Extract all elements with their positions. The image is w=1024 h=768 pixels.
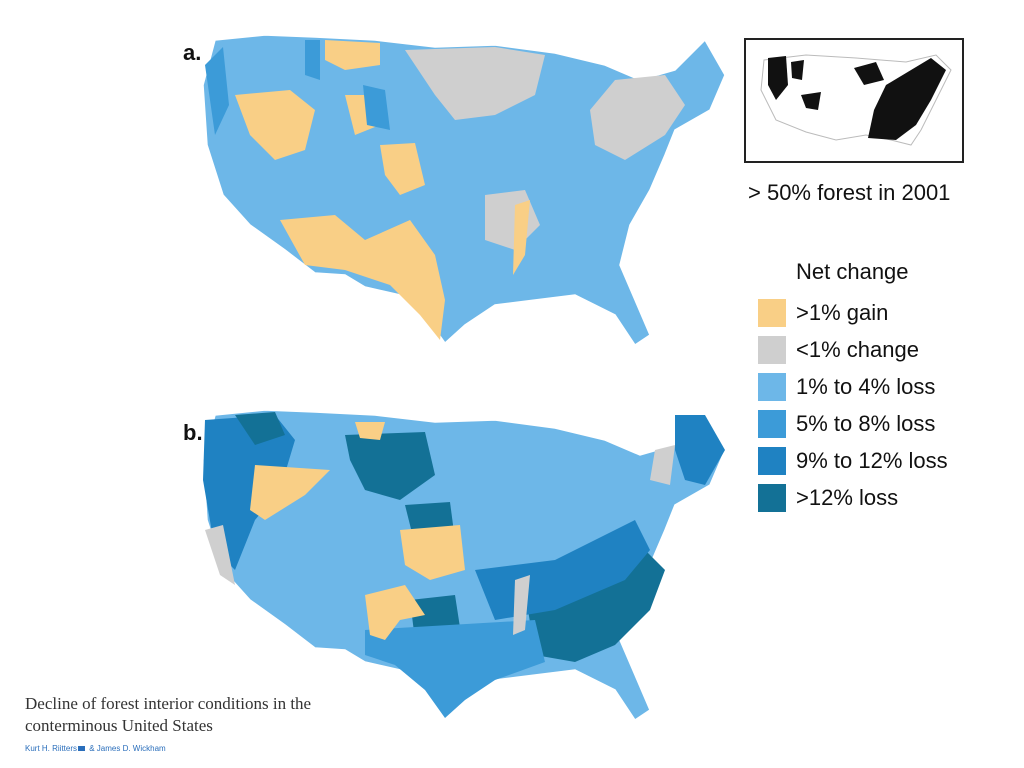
legend-item: >12% loss [758,483,898,513]
map-a-region-gold-east [513,200,530,275]
map-a-region-gold-southwest [280,215,445,340]
legend-item: 5% to 8% loss [758,409,935,439]
legend-swatch [758,447,786,475]
legend-swatch [758,373,786,401]
map-a-region-gold-north [325,40,380,70]
legend-swatch [758,484,786,512]
panel-b-label: b. [183,420,203,445]
inset-forest-west [768,56,788,100]
envelope-icon[interactable] [78,746,86,751]
map-a-region-blue-5-8-central [363,85,390,130]
map-a-region-blue-5-8-west [205,47,229,135]
legend-item: <1% change [758,335,919,365]
legend-item: 1% to 4% loss [758,372,935,402]
map-b-region-gold-northwest [250,465,330,520]
inset-forest-east [868,58,946,140]
inset-map-box [744,38,964,163]
legend-label: <1% change [796,337,919,362]
inset-forest-great-lakes [854,62,884,85]
inset-map [760,54,952,146]
map-b-region-gold-central [400,525,465,580]
author-link-wickham[interactable]: James D. Wickham [96,744,166,753]
map-a-region-gold-mid [380,143,425,195]
legend-label: 1% to 4% loss [796,374,936,399]
inset-caption: > 50% forest in 2001 [748,180,951,205]
map-b-region-dark-north [345,432,435,500]
inset-us-outline [760,54,952,146]
map-a-region-blue-5-8-idaho [305,40,320,80]
map-b-region-gold-southwest [365,585,425,640]
map-a [202,34,726,347]
legend-label: 9% to 12% loss [796,448,948,473]
author-separator: & [87,744,97,753]
legend-swatch [758,299,786,327]
inset-forest-northwest [791,60,804,80]
author-line: Kurt H. Riitters & James D. Wickham [25,744,166,753]
map-b-region-blue-5-8-gulf [365,620,545,718]
map-b-region-gray-west [205,525,235,585]
author-link-riitters[interactable]: Kurt H. Riitters [25,744,78,753]
inset-forest-rockies [801,92,821,110]
map-b-region-gold-north [355,422,385,440]
map-b-region-gray-east [650,445,675,485]
legend-swatch [758,336,786,364]
map-b [202,409,726,722]
legend-item: 9% to 12% loss [758,446,948,476]
figure-caption-title: Decline of forest interior conditions in… [25,694,312,735]
map-a-region-gray-east [590,75,685,160]
legend-label: >1% gain [796,300,889,325]
map-b-region-gray-south [513,575,530,635]
map-b-region-blue-9-12-northeast [675,415,725,485]
map-b-region-blue-9-12-west [203,415,295,570]
panel-a-label: a. [183,40,202,65]
map-a-region-gray-north [405,47,545,120]
map-b-region-dark-northwest [235,412,285,445]
legend-label: >12% loss [796,485,899,510]
legend-title: Net change [796,259,909,284]
map-a-region-gold-northwest [235,90,315,160]
legend-item: >1% gain [758,298,888,328]
legend-label: 5% to 8% loss [796,411,936,436]
legend-swatch [758,410,786,438]
